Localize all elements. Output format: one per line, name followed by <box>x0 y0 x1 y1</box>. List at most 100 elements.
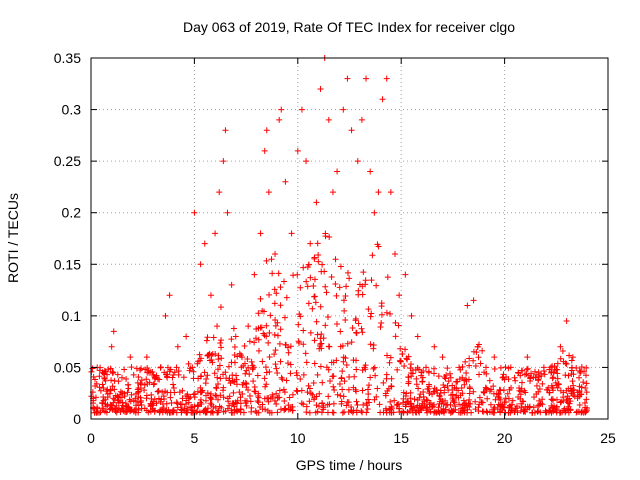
data-point <box>255 347 262 354</box>
data-point <box>306 385 313 392</box>
data-point <box>557 387 564 394</box>
data-point <box>512 405 519 412</box>
data-point <box>439 354 446 361</box>
data-point <box>103 403 110 410</box>
data-point <box>170 381 177 388</box>
data-point <box>210 334 217 341</box>
data-point <box>314 240 321 247</box>
data-point <box>157 407 164 414</box>
data-point <box>100 370 107 377</box>
data-point <box>261 395 268 402</box>
data-point <box>217 304 224 311</box>
data-point <box>326 234 333 241</box>
data-point <box>127 354 134 361</box>
data-point <box>277 302 284 309</box>
data-point <box>290 272 297 279</box>
data-point <box>241 360 248 367</box>
data-point <box>531 394 538 401</box>
data-point <box>311 255 318 262</box>
data-point <box>276 387 283 394</box>
data-point <box>368 310 375 317</box>
data-point <box>127 408 134 415</box>
data-point <box>325 366 332 373</box>
data-point <box>371 364 378 371</box>
data-point <box>359 409 366 416</box>
data-point <box>339 368 346 375</box>
data-point <box>295 338 302 345</box>
data-point <box>313 393 320 400</box>
data-point <box>388 405 395 412</box>
data-point <box>271 300 278 307</box>
data-point <box>202 397 209 404</box>
data-point <box>251 339 258 346</box>
data-point <box>317 335 324 342</box>
data-point <box>216 189 223 196</box>
data-point <box>229 372 236 379</box>
data-point <box>271 351 278 358</box>
data-point <box>474 343 481 350</box>
data-point <box>353 366 360 373</box>
data-point <box>234 407 241 414</box>
data-point <box>457 405 464 412</box>
y-tick-label: 0.25 <box>54 153 81 169</box>
data-point <box>254 372 261 379</box>
data-point <box>223 375 230 382</box>
data-point <box>173 399 180 406</box>
data-point <box>345 386 352 393</box>
data-point <box>141 405 148 412</box>
data-point <box>298 400 305 407</box>
data-point <box>243 398 250 405</box>
data-point <box>502 364 509 371</box>
data-point <box>387 354 394 361</box>
data-point <box>540 368 547 375</box>
data-point <box>433 409 440 416</box>
data-point <box>211 370 218 377</box>
data-point <box>134 379 141 386</box>
data-point <box>243 367 250 374</box>
data-point <box>328 273 335 280</box>
data-point <box>269 270 276 277</box>
data-point <box>446 407 453 414</box>
data-point <box>407 361 414 368</box>
data-point <box>131 406 138 413</box>
data-point <box>539 401 546 408</box>
data-point <box>486 377 493 384</box>
data-point <box>554 375 561 382</box>
data-point <box>311 293 318 300</box>
y-tick-labels: 0 0.05 0.1 0.15 0.2 0.25 0.3 0.35 <box>54 50 81 427</box>
data-point <box>212 404 219 411</box>
data-point <box>150 381 157 388</box>
data-point <box>276 116 283 123</box>
data-point <box>224 395 231 402</box>
data-point <box>490 383 497 390</box>
data-point <box>214 381 221 388</box>
data-point <box>413 375 420 382</box>
data-point <box>403 355 410 362</box>
data-point <box>497 387 504 394</box>
data-point <box>566 352 573 359</box>
data-point <box>584 404 591 411</box>
data-point <box>110 369 117 376</box>
data-point <box>550 369 557 376</box>
data-point <box>186 367 193 374</box>
data-point <box>400 389 407 396</box>
data-point <box>319 261 326 268</box>
data-point <box>110 399 117 406</box>
x-tick-label: 20 <box>497 430 513 446</box>
data-point <box>407 395 414 402</box>
data-point <box>280 386 287 393</box>
data-point <box>170 384 177 391</box>
data-point <box>576 393 583 400</box>
data-point <box>220 371 227 378</box>
data-point <box>242 370 249 377</box>
data-point <box>209 359 216 366</box>
data-point <box>313 318 320 325</box>
data-point <box>491 365 498 372</box>
data-point <box>348 339 355 346</box>
data-point <box>339 342 346 349</box>
data-point <box>531 368 538 375</box>
data-point <box>135 389 142 396</box>
data-point <box>273 290 280 297</box>
data-point <box>456 401 463 408</box>
data-point <box>431 365 438 372</box>
